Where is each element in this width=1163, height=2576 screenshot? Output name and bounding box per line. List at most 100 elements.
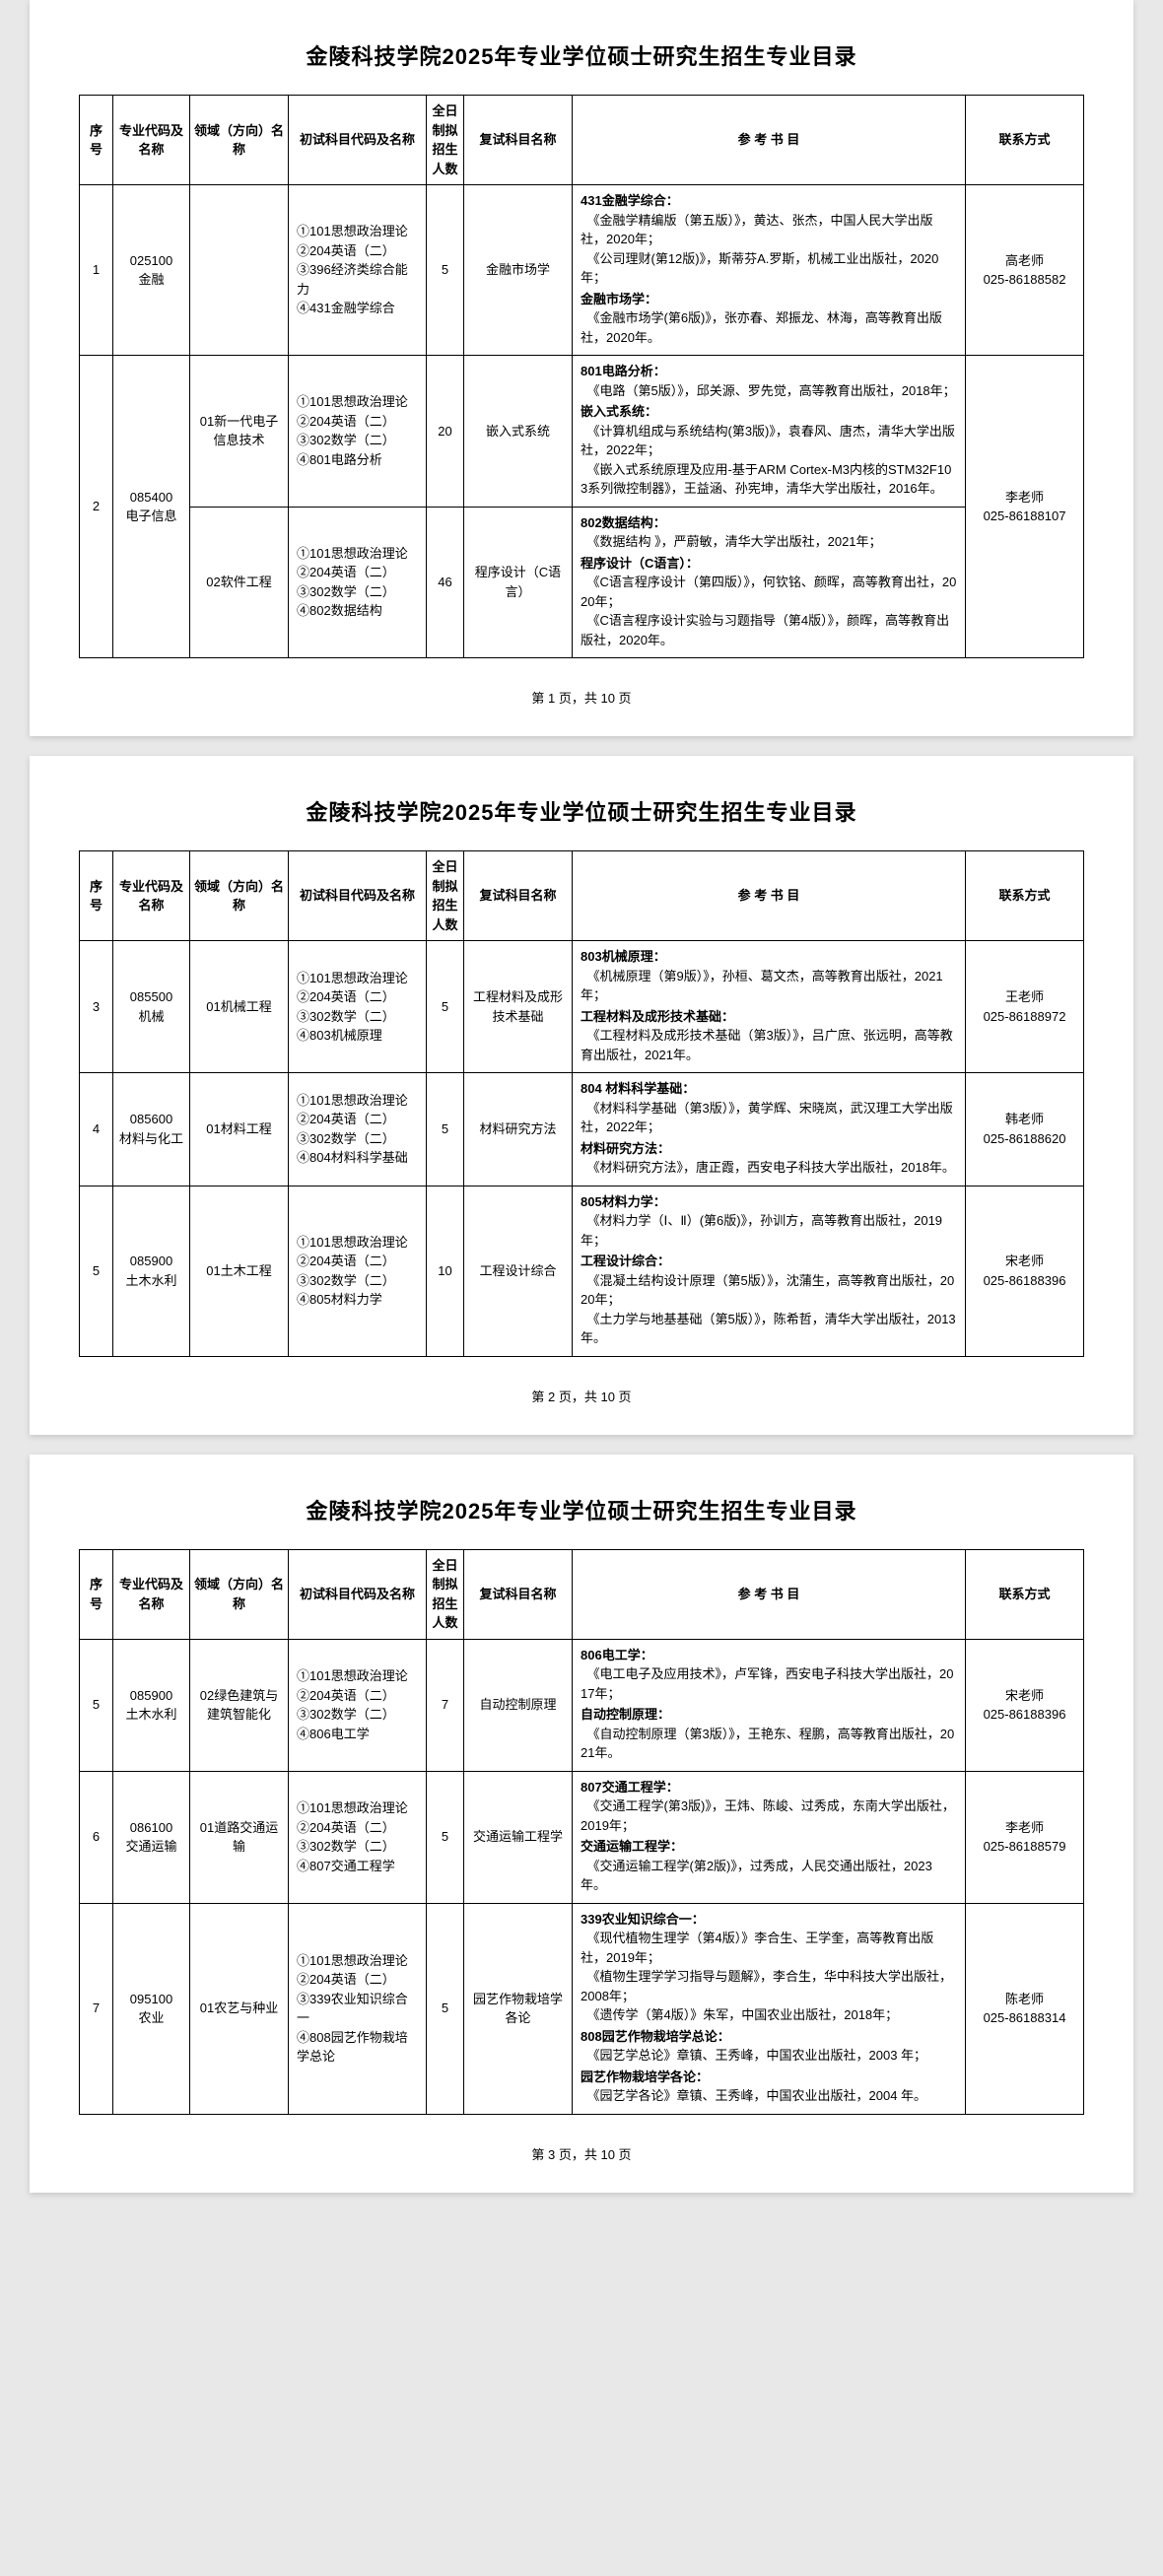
th-code: 专业代码及名称 <box>113 96 190 185</box>
catalog-table-1: 序号 专业代码及名称 领域（方向）名称 初试科目代码及名称 全日制拟招生人数 复… <box>79 95 1084 658</box>
cell-books: 806电工学： 《电工电子及应用技术》，卢军锋，西安电子科技大学出版社，2017… <box>573 1639 966 1771</box>
cell-exam: ①101思想政治理论②204英语（二）③396经济类综合能力④431金融学综合 <box>289 185 427 356</box>
th-num: 全日制拟招生人数 <box>427 96 464 185</box>
cell-contact: 李老师025-86188579 <box>966 1771 1084 1903</box>
cell-exam: ①101思想政治理论②204英语（二）③302数学（二）④803机械原理 <box>289 941 427 1073</box>
cell-seq: 1 <box>80 185 113 356</box>
cell-field: 01土木工程 <box>190 1186 289 1356</box>
cell-field: 01机械工程 <box>190 941 289 1073</box>
cell-contact: 韩老师025-86188620 <box>966 1073 1084 1186</box>
table-row: 5 085900土木水利 01土木工程 ①101思想政治理论②204英语（二）③… <box>80 1186 1084 1356</box>
cell-reexam: 材料研究方法 <box>464 1073 573 1186</box>
page-title: 金陵科技学院2025年专业学位硕士研究生招生专业目录 <box>79 39 1084 71</box>
th-field: 领域（方向）名称 <box>190 1549 289 1639</box>
cell-num: 5 <box>427 1771 464 1903</box>
cell-num: 5 <box>427 1073 464 1186</box>
cell-field: 01材料工程 <box>190 1073 289 1186</box>
table-header-row: 序号 专业代码及名称 领域（方向）名称 初试科目代码及名称 全日制拟招生人数 复… <box>80 96 1084 185</box>
cell-num: 10 <box>427 1186 464 1356</box>
cell-num: 5 <box>427 1903 464 2114</box>
th-books: 参 考 书 目 <box>573 851 966 941</box>
cell-books: 431金融学综合： 《金融学精编版（第五版）》，黄达、张杰，中国人民大学出版社，… <box>573 185 966 356</box>
cell-books: 804 材料科学基础： 《材料科学基础（第3版）》，黄学辉、宋晓岚，武汉理工大学… <box>573 1073 966 1186</box>
th-exam: 初试科目代码及名称 <box>289 1549 427 1639</box>
table-header-row: 序号 专业代码及名称 领域（方向）名称 初试科目代码及名称 全日制拟招生人数 复… <box>80 1549 1084 1639</box>
cell-num: 20 <box>427 356 464 508</box>
table-header-row: 序号 专业代码及名称 领域（方向）名称 初试科目代码及名称 全日制拟招生人数 复… <box>80 851 1084 941</box>
cell-books: 802数据结构： 《数据结构 》，严蔚敏，清华大学出版社，2021年；程序设计（… <box>573 507 966 658</box>
page-title: 金陵科技学院2025年专业学位硕士研究生招生专业目录 <box>79 795 1084 827</box>
th-books: 参 考 书 目 <box>573 1549 966 1639</box>
cell-seq: 5 <box>80 1186 113 1356</box>
cell-exam: ①101思想政治理论②204英语（二）③302数学（二）④801电路分析 <box>289 356 427 508</box>
cell-field: 01道路交通运输 <box>190 1771 289 1903</box>
cell-seq: 7 <box>80 1903 113 2114</box>
th-reexam: 复试科目名称 <box>464 1549 573 1639</box>
catalog-table-3: 序号 专业代码及名称 领域（方向）名称 初试科目代码及名称 全日制拟招生人数 复… <box>79 1549 1084 2115</box>
cell-code: 025100金融 <box>113 185 190 356</box>
th-code: 专业代码及名称 <box>113 1549 190 1639</box>
cell-seq: 2 <box>80 356 113 658</box>
table-row: 5 085900土木水利 02绿色建筑与建筑智能化 ①101思想政治理论②204… <box>80 1639 1084 1771</box>
th-exam: 初试科目代码及名称 <box>289 851 427 941</box>
cell-contact: 宋老师025-86188396 <box>966 1186 1084 1356</box>
cell-num: 46 <box>427 507 464 658</box>
cell-exam: ①101思想政治理论②204英语（二）③302数学（二）④802数据结构 <box>289 507 427 658</box>
cell-reexam: 工程材料及成形技术基础 <box>464 941 573 1073</box>
table-row: 1 025100金融 ①101思想政治理论②204英语（二）③396经济类综合能… <box>80 185 1084 356</box>
table-row: 2 085400电子信息 01新一代电子信息技术 ①101思想政治理论②204英… <box>80 356 1084 508</box>
cell-exam: ①101思想政治理论②204英语（二）③302数学（二）④804材料科学基础 <box>289 1073 427 1186</box>
th-field: 领域（方向）名称 <box>190 851 289 941</box>
cell-code: 095100农业 <box>113 1903 190 2114</box>
cell-contact: 高老师025-86188582 <box>966 185 1084 356</box>
cell-contact: 王老师025-86188972 <box>966 941 1084 1073</box>
th-contact: 联系方式 <box>966 851 1084 941</box>
cell-num: 5 <box>427 941 464 1073</box>
page-number: 第 3 页，共 10 页 <box>79 2144 1084 2163</box>
cell-exam: ①101思想政治理论②204英语（二）③302数学（二）④806电工学 <box>289 1639 427 1771</box>
th-seq: 序号 <box>80 96 113 185</box>
cell-code: 086100交通运输 <box>113 1771 190 1903</box>
cell-num: 7 <box>427 1639 464 1771</box>
th-books: 参 考 书 目 <box>573 96 966 185</box>
th-field: 领域（方向）名称 <box>190 96 289 185</box>
cell-field: 01农艺与种业 <box>190 1903 289 2114</box>
cell-exam: ①101思想政治理论②204英语（二）③339农业知识综合一④808园艺作物栽培… <box>289 1903 427 2114</box>
cell-reexam: 园艺作物栽培学各论 <box>464 1903 573 2114</box>
cell-reexam: 嵌入式系统 <box>464 356 573 508</box>
page-title: 金陵科技学院2025年专业学位硕士研究生招生专业目录 <box>79 1494 1084 1525</box>
th-exam: 初试科目代码及名称 <box>289 96 427 185</box>
cell-field <box>190 185 289 356</box>
cell-exam: ①101思想政治理论②204英语（二）③302数学（二）④807交通工程学 <box>289 1771 427 1903</box>
table-row: 4 085600材料与化工 01材料工程 ①101思想政治理论②204英语（二）… <box>80 1073 1084 1186</box>
cell-contact: 陈老师025-86188314 <box>966 1903 1084 2114</box>
table-row: 7 095100农业 01农艺与种业 ①101思想政治理论②204英语（二）③3… <box>80 1903 1084 2114</box>
table-row: 6 086100交通运输 01道路交通运输 ①101思想政治理论②204英语（二… <box>80 1771 1084 1903</box>
page-2: 金陵科技学院2025年专业学位硕士研究生招生专业目录 序号 专业代码及名称 领域… <box>30 756 1133 1435</box>
page-number: 第 2 页，共 10 页 <box>79 1387 1084 1405</box>
cell-field: 02软件工程 <box>190 507 289 658</box>
cell-field: 02绿色建筑与建筑智能化 <box>190 1639 289 1771</box>
cell-reexam: 自动控制原理 <box>464 1639 573 1771</box>
cell-code: 085400电子信息 <box>113 356 190 658</box>
cell-code: 085900土木水利 <box>113 1186 190 1356</box>
cell-books: 339农业知识综合一： 《现代植物生理学（第4版）》李合生、王学奎，高等教育出版… <box>573 1903 966 2114</box>
cell-reexam: 金融市场学 <box>464 185 573 356</box>
cell-code: 085600材料与化工 <box>113 1073 190 1186</box>
th-seq: 序号 <box>80 1549 113 1639</box>
th-reexam: 复试科目名称 <box>464 96 573 185</box>
catalog-table-2: 序号 专业代码及名称 领域（方向）名称 初试科目代码及名称 全日制拟招生人数 复… <box>79 850 1084 1357</box>
th-contact: 联系方式 <box>966 1549 1084 1639</box>
cell-books: 805材料力学： 《材料力学（Ⅰ、Ⅱ）(第6版)》，孙训方，高等教育出版社，20… <box>573 1186 966 1356</box>
cell-contact: 宋老师025-86188396 <box>966 1639 1084 1771</box>
cell-reexam: 程序设计（C语言） <box>464 507 573 658</box>
th-num: 全日制拟招生人数 <box>427 851 464 941</box>
cell-seq: 6 <box>80 1771 113 1903</box>
cell-seq: 4 <box>80 1073 113 1186</box>
table-row: 3 085500机械 01机械工程 ①101思想政治理论②204英语（二）③30… <box>80 941 1084 1073</box>
cell-seq: 3 <box>80 941 113 1073</box>
cell-seq: 5 <box>80 1639 113 1771</box>
cell-field: 01新一代电子信息技术 <box>190 356 289 508</box>
th-reexam: 复试科目名称 <box>464 851 573 941</box>
cell-reexam: 交通运输工程学 <box>464 1771 573 1903</box>
